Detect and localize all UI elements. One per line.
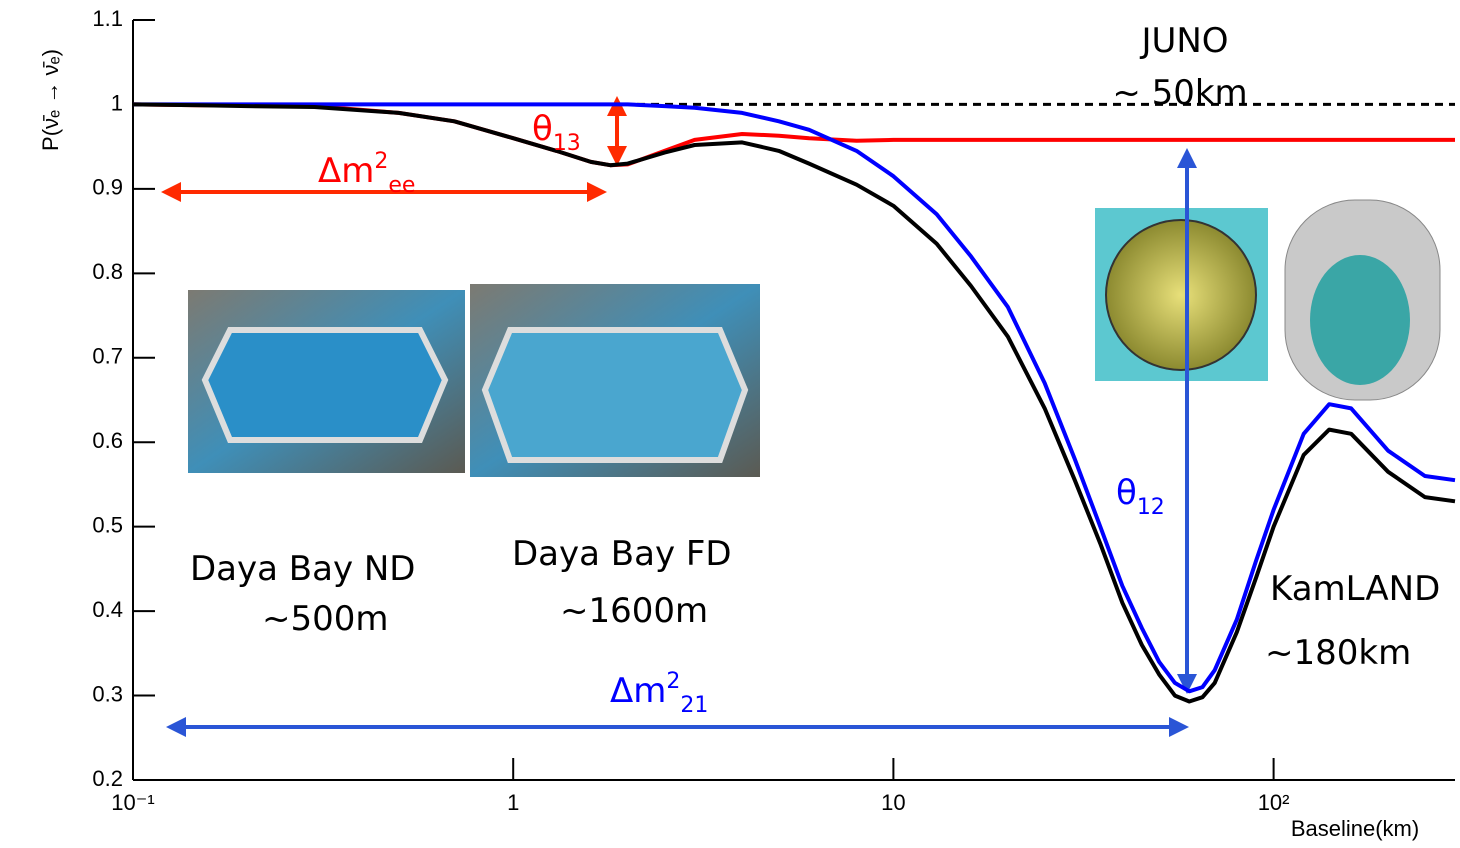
y-tick-label: 0.7 — [92, 344, 123, 369]
photo-detail — [205, 330, 445, 440]
y-tick-label: 0.4 — [92, 597, 123, 622]
annotation-sup: 2 — [666, 669, 680, 694]
annotation-text: JUNO — [1139, 21, 1228, 61]
x-axis-label: Baseline(km) — [1291, 816, 1419, 841]
annotation: Δm221 — [610, 669, 708, 718]
annotation-sub: 12 — [1137, 495, 1165, 520]
annotation: ~500m — [262, 599, 389, 639]
y-tick-label: 0.9 — [92, 175, 123, 200]
annotation-text: Daya Bay ND — [190, 549, 415, 589]
x-tick-label: 10⁻¹ — [111, 790, 154, 815]
photo-detail — [1310, 255, 1410, 385]
annotation-sub: ee — [388, 173, 415, 198]
annotation: KamLAND — [1270, 569, 1440, 609]
annotation: Δm2ee — [318, 149, 415, 198]
chart: Baseline(km) P(ν̄ₑ → ν̄ₑ) 0.2 0.3 0.4 0.5 0.… — [0, 0, 1460, 848]
annotation-sup: 2 — [374, 149, 388, 174]
annotation-text: ~500m — [262, 599, 389, 639]
annotation-text: Δm — [610, 671, 666, 711]
annotation-text: Δm — [318, 151, 374, 191]
annotation-text: ~180km — [1265, 633, 1411, 673]
y-tick-label: 0.5 — [92, 512, 123, 537]
photo-detail — [1106, 220, 1256, 370]
annotation: θ13 — [532, 109, 581, 156]
annotation: ~180km — [1265, 633, 1411, 673]
photo-detail — [485, 330, 745, 460]
y-tick-label: 0.8 — [92, 259, 123, 284]
annotation-text: ~1600m — [560, 591, 708, 631]
x-tick-label: 10 — [881, 790, 905, 815]
y-tick-label: 0.2 — [92, 766, 123, 791]
y-tick-label: 0.3 — [92, 681, 123, 706]
y-tick-label: 0.6 — [92, 428, 123, 453]
annotation-text: θ — [532, 109, 553, 149]
x-tick-label: 1 — [507, 790, 519, 815]
y-tick-label: 1 — [111, 90, 123, 115]
annotation: Daya Bay ND — [190, 549, 415, 589]
annotation-text: KamLAND — [1270, 569, 1440, 609]
annotation: ~ 50km — [1112, 73, 1247, 113]
annotation-text: ~ 50km — [1112, 73, 1247, 113]
x-tick-label: 10² — [1258, 790, 1290, 815]
annotation-text: θ — [1116, 473, 1137, 513]
annotation-text: Daya Bay FD — [512, 534, 732, 574]
y-tick-label: 1.1 — [92, 6, 123, 31]
annotation: θ12 — [1116, 473, 1165, 520]
annotation: JUNO — [1139, 21, 1228, 61]
y-axis-label: P(ν̄ₑ → ν̄ₑ) — [38, 49, 63, 151]
annotation: Daya Bay FD — [512, 534, 732, 574]
annotation: ~1600m — [560, 591, 708, 631]
photos — [188, 200, 1440, 477]
annotation-sub: 21 — [680, 693, 708, 718]
annotation-sub: 13 — [553, 131, 581, 156]
